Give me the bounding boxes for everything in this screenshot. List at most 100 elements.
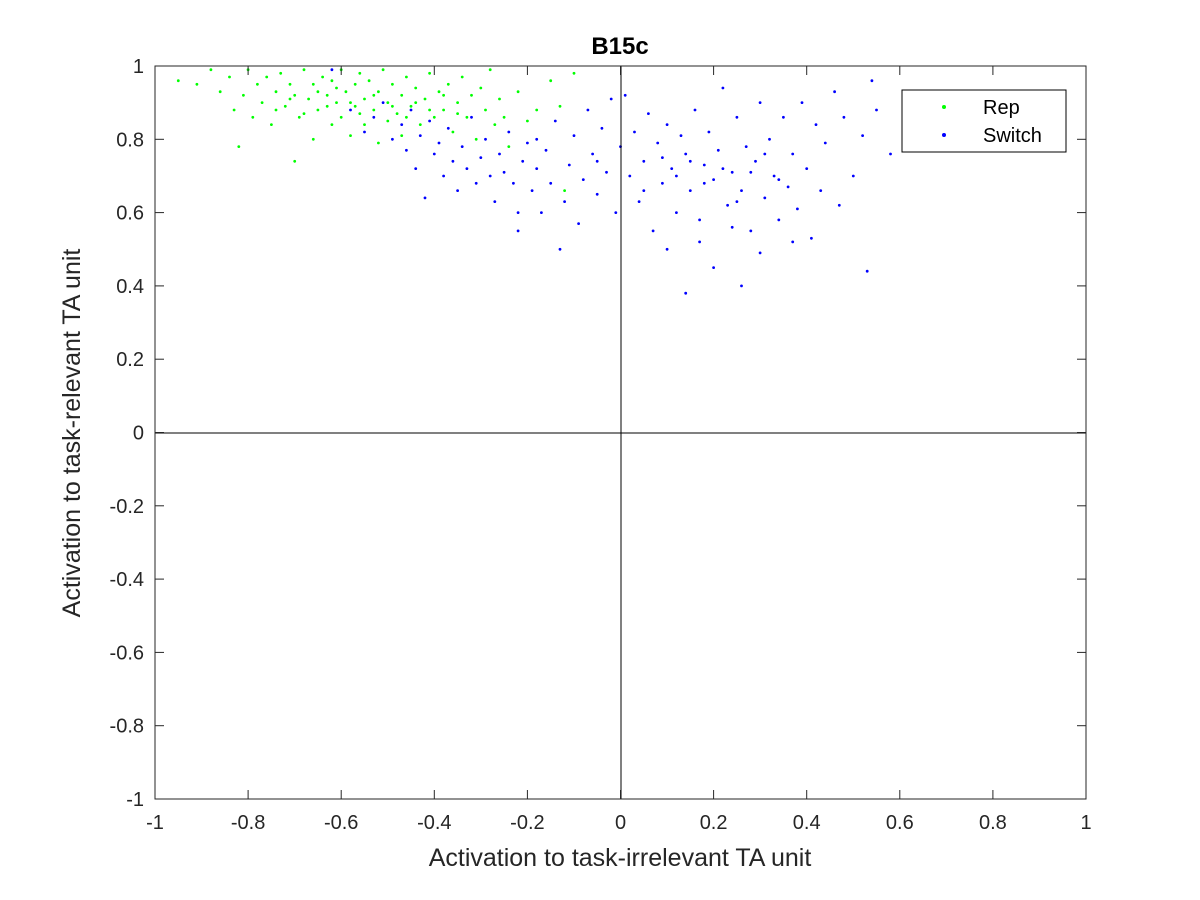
data-point-switch xyxy=(516,211,520,215)
data-point-rep xyxy=(395,112,399,115)
y-tick-label: 0.2 xyxy=(116,349,144,371)
data-point-rep xyxy=(251,115,255,119)
data-point-rep xyxy=(344,90,348,94)
data-point-switch xyxy=(758,101,762,104)
data-point-rep xyxy=(176,79,180,83)
data-point-rep xyxy=(311,137,315,141)
data-point-rep xyxy=(335,101,338,104)
data-point-rep xyxy=(363,123,366,126)
data-point-rep xyxy=(563,189,566,193)
data-point-switch xyxy=(516,229,520,233)
data-point-rep xyxy=(381,68,385,72)
data-point-switch xyxy=(870,79,874,83)
y-tick-label: -0.6 xyxy=(110,642,144,664)
points-layer xyxy=(176,68,892,295)
data-point-switch xyxy=(763,152,767,156)
data-point-switch xyxy=(675,174,678,178)
legend-box xyxy=(901,89,1067,153)
data-point-switch xyxy=(661,156,664,160)
data-point-switch xyxy=(702,163,706,167)
data-point-rep xyxy=(386,119,390,123)
x-axis-label: Activation to task-irrelevant TA unit xyxy=(429,844,812,872)
data-point-switch xyxy=(605,170,608,174)
y-tick-label: 1 xyxy=(133,56,144,78)
data-point-switch xyxy=(698,240,701,244)
data-point-rep xyxy=(270,123,273,126)
data-point-switch xyxy=(549,181,553,185)
data-point-rep xyxy=(349,101,352,104)
data-point-switch xyxy=(679,134,683,138)
data-point-switch xyxy=(865,269,869,273)
data-point-switch xyxy=(535,167,539,171)
data-point-switch xyxy=(749,170,753,174)
data-point-switch xyxy=(521,159,525,163)
data-point-switch xyxy=(493,200,497,204)
data-point-switch xyxy=(814,123,818,126)
data-point-rep xyxy=(498,97,501,101)
data-point-switch xyxy=(572,134,576,138)
legend-label-rep: Rep xyxy=(983,97,1020,119)
data-point-switch xyxy=(665,123,669,126)
data-point-rep xyxy=(265,75,269,79)
data-point-rep xyxy=(414,86,418,90)
data-point-switch xyxy=(405,148,408,152)
data-point-switch xyxy=(656,141,660,145)
data-point-switch xyxy=(651,229,655,233)
data-point-rep xyxy=(400,134,404,138)
data-point-rep xyxy=(526,119,529,123)
data-point-switch xyxy=(609,97,613,101)
data-point-switch xyxy=(772,174,776,178)
data-point-rep xyxy=(414,101,418,104)
data-point-rep xyxy=(288,97,292,101)
data-point-rep xyxy=(358,112,362,115)
data-point-switch xyxy=(768,137,771,141)
data-point-rep xyxy=(274,90,278,94)
data-point-switch xyxy=(684,291,688,295)
data-point-rep xyxy=(330,79,334,83)
data-point-rep xyxy=(409,104,413,108)
data-point-rep xyxy=(302,112,306,115)
data-point-rep xyxy=(572,71,576,75)
data-point-rep xyxy=(274,108,278,112)
data-point-switch xyxy=(661,181,664,185)
data-point-switch xyxy=(833,90,836,94)
data-point-switch xyxy=(777,178,781,182)
data-point-switch xyxy=(591,152,594,156)
data-point-rep xyxy=(228,75,231,79)
data-point-rep xyxy=(293,159,297,163)
data-point-switch xyxy=(837,203,841,207)
data-point-rep xyxy=(377,141,380,145)
x-tick-label: 0.4 xyxy=(793,812,821,834)
data-point-switch xyxy=(484,137,487,141)
data-point-switch xyxy=(563,200,566,204)
data-point-rep xyxy=(297,115,301,119)
data-point-rep xyxy=(353,104,357,108)
data-point-switch xyxy=(633,130,636,134)
x-tick-label: -0.6 xyxy=(324,812,358,834)
data-point-rep xyxy=(209,68,213,72)
data-point-rep xyxy=(232,108,236,112)
data-point-rep xyxy=(442,108,445,112)
data-point-switch xyxy=(698,218,701,222)
data-point-rep xyxy=(484,108,487,112)
data-point-switch xyxy=(819,189,823,193)
data-point-rep xyxy=(423,97,427,101)
data-point-rep xyxy=(279,71,283,75)
data-point-switch xyxy=(470,115,473,119)
y-tick-label: -1 xyxy=(126,789,144,811)
data-point-rep xyxy=(330,123,334,126)
ticks-layer: -1 -0.8 -0.6 -0.4 -0.2 0 0.2 0.4 0.6 0.8 1 -1 -0.8 -0… xyxy=(110,56,1092,834)
data-point-switch xyxy=(754,159,757,163)
series-switch xyxy=(330,68,892,295)
data-point-switch xyxy=(791,240,795,244)
data-point-switch xyxy=(423,196,427,200)
data-point-rep xyxy=(339,115,343,119)
x-tick-label: -0.2 xyxy=(510,812,544,834)
data-point-rep xyxy=(391,82,394,86)
data-point-switch xyxy=(842,115,846,119)
data-point-switch xyxy=(796,207,799,211)
data-point-switch xyxy=(553,119,557,123)
data-point-rep xyxy=(535,108,539,112)
data-point-switch xyxy=(670,167,674,171)
